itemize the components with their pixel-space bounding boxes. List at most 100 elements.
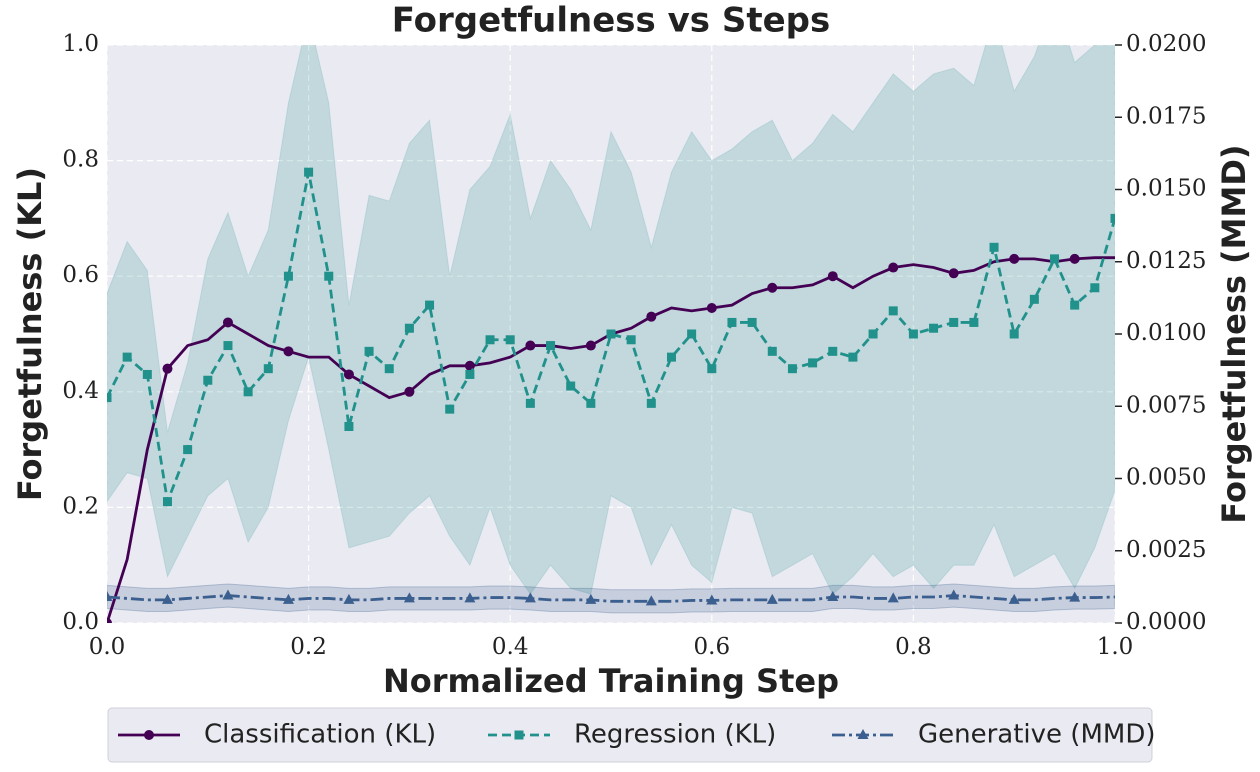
y2-tick-label: 0.0100 xyxy=(1126,320,1206,346)
marker xyxy=(808,358,818,368)
marker xyxy=(485,335,495,345)
x-tick-label: 0.0 xyxy=(89,634,126,660)
marker xyxy=(404,386,415,397)
marker xyxy=(203,375,213,385)
marker xyxy=(606,329,616,339)
marker xyxy=(566,381,576,391)
x-tick-label: 0.4 xyxy=(492,634,529,660)
marker xyxy=(948,589,960,600)
marker xyxy=(827,590,839,601)
y2-tick-label: 0.0125 xyxy=(1126,248,1206,274)
marker xyxy=(767,346,777,356)
x-tick-label: 1.0 xyxy=(1097,634,1134,660)
marker xyxy=(1009,329,1019,339)
y-tick-label: 0.8 xyxy=(62,147,99,173)
marker xyxy=(525,398,535,408)
marker xyxy=(1090,283,1100,293)
marker xyxy=(445,404,455,414)
y2-tick-label: 0.0150 xyxy=(1126,176,1206,202)
y2-axis-label: Forgetfulness (MMD) xyxy=(1215,144,1253,523)
marker xyxy=(948,268,959,279)
marker xyxy=(848,352,858,362)
marker xyxy=(1069,253,1080,264)
marker xyxy=(464,592,476,603)
marker xyxy=(1029,294,1039,304)
marker xyxy=(222,317,233,328)
marker xyxy=(161,593,173,604)
marker xyxy=(343,593,355,604)
marker xyxy=(524,592,536,603)
marker xyxy=(364,346,374,356)
marker xyxy=(283,346,294,357)
marker xyxy=(585,340,596,351)
marker xyxy=(304,167,314,177)
marker xyxy=(283,271,293,281)
marker xyxy=(144,730,154,740)
marker xyxy=(1009,253,1020,264)
marker xyxy=(282,593,294,604)
marker xyxy=(787,364,797,374)
y-tick-label: 0.2 xyxy=(62,493,99,519)
marker xyxy=(107,590,113,601)
marker xyxy=(646,311,657,322)
x-tick-label: 0.2 xyxy=(290,634,327,660)
marker xyxy=(343,369,354,380)
y-tick-label: 0.4 xyxy=(62,378,99,404)
marker xyxy=(828,346,838,356)
marker xyxy=(827,271,838,282)
marker xyxy=(727,317,737,327)
y-tick-label: 1.0 xyxy=(62,31,99,57)
marker xyxy=(243,387,253,397)
marker xyxy=(465,369,475,379)
marker xyxy=(1069,591,1081,602)
marker xyxy=(403,592,415,603)
x-tick-label: 0.6 xyxy=(694,634,731,660)
series-line xyxy=(107,594,1115,603)
marker xyxy=(646,398,656,408)
marker xyxy=(324,271,334,281)
marker xyxy=(626,335,636,345)
marker xyxy=(585,593,597,604)
y2-tick-label: 0.0050 xyxy=(1126,465,1206,491)
x-axis-label: Normalized Training Step xyxy=(383,662,839,700)
marker xyxy=(525,340,536,351)
marker xyxy=(868,329,878,339)
chart-title: Forgetfulness vs Steps xyxy=(392,1,830,41)
legend-label: Regression (KL) xyxy=(574,720,776,750)
marker xyxy=(929,323,939,333)
marker xyxy=(1008,593,1020,604)
marker xyxy=(888,306,898,316)
marker xyxy=(1050,254,1060,264)
marker xyxy=(586,398,596,408)
confidence-band xyxy=(107,45,1115,595)
marker xyxy=(162,497,172,507)
marker xyxy=(107,393,112,403)
marker xyxy=(384,364,394,374)
marker xyxy=(766,593,778,604)
y2-tick-label: 0.0200 xyxy=(1126,31,1206,57)
y-tick-label: 0.0 xyxy=(62,609,99,635)
x-tick-label: 0.8 xyxy=(895,634,932,660)
marker xyxy=(142,369,152,379)
y2-tick-label: 0.0075 xyxy=(1126,392,1206,418)
marker xyxy=(222,589,234,600)
marker xyxy=(887,592,899,603)
series-line xyxy=(107,171,1115,507)
marker xyxy=(122,352,132,362)
marker xyxy=(1070,300,1080,310)
marker xyxy=(706,302,717,313)
marker xyxy=(514,730,524,740)
marker xyxy=(1110,213,1115,223)
marker xyxy=(949,317,959,327)
marker xyxy=(908,329,918,339)
marker xyxy=(687,329,697,339)
legend-box xyxy=(107,707,1153,763)
y2-tick-label: 0.0175 xyxy=(1126,103,1206,129)
marker xyxy=(223,341,233,351)
marker xyxy=(989,242,999,252)
marker xyxy=(344,421,354,431)
confidence-band xyxy=(107,583,1115,614)
y2-tick-label: 0.0025 xyxy=(1126,537,1206,563)
marker xyxy=(645,595,657,606)
